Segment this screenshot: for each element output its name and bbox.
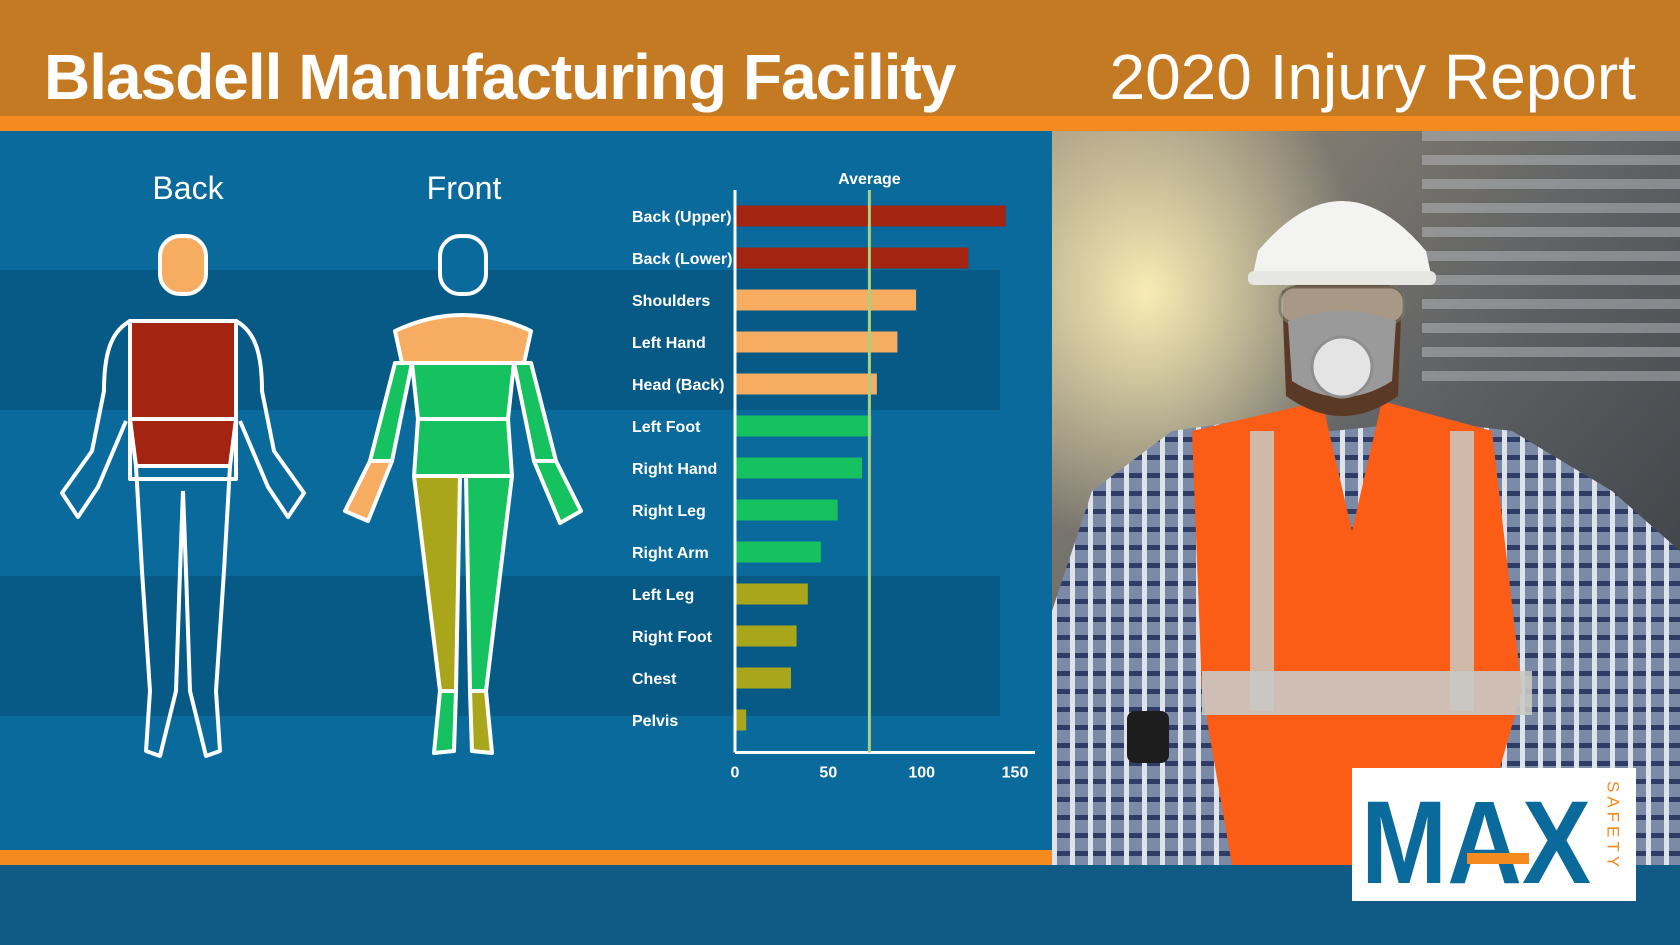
front-left-arm xyxy=(512,361,558,463)
back-left-arm xyxy=(60,319,132,519)
worker-photo xyxy=(1052,131,1680,865)
front-left-leg xyxy=(464,474,514,693)
vest-reflective-strap xyxy=(1250,431,1274,711)
logo-graphic: MAX SAFETY xyxy=(1361,777,1623,909)
category-label: Right Leg xyxy=(632,503,706,520)
category-label: Back (Lower) xyxy=(632,251,732,268)
front-abdomen xyxy=(412,417,514,478)
bar-right-foot xyxy=(735,625,797,647)
bar-left-leg xyxy=(735,583,808,605)
category-label: Left Hand xyxy=(632,335,706,352)
category-label: Left Leg xyxy=(632,587,694,604)
footer-accent-line xyxy=(0,850,1120,865)
x-tick-label: 150 xyxy=(1002,765,1029,782)
category-label: Right Arm xyxy=(632,545,709,562)
bar-head-back xyxy=(735,373,877,395)
bar-right-arm xyxy=(735,541,821,563)
back-lower-region xyxy=(128,417,238,468)
front-body-figure xyxy=(343,234,583,755)
front-right-leg xyxy=(412,474,462,693)
max-safety-logo: MAX SAFETY xyxy=(1352,768,1636,909)
vest-reflective-strap xyxy=(1450,431,1474,711)
bar-left-hand xyxy=(735,331,898,353)
bar-shoulders xyxy=(735,289,917,311)
back-label: Back xyxy=(152,170,224,206)
report-title: 2020 Injury Report xyxy=(1109,41,1636,113)
average-label: Average xyxy=(838,171,901,188)
chart-panel: Back Front xyxy=(0,131,1052,850)
category-label: Head (Back) xyxy=(632,377,724,394)
front-right-hand xyxy=(343,459,394,523)
hard-hat-brim xyxy=(1248,271,1436,285)
background-band xyxy=(0,576,1000,716)
category-label: Shoulders xyxy=(632,293,710,310)
wristwatch xyxy=(1127,711,1169,763)
injury-bar-chart: Back (Upper) Back (Lower) Shoulders Left Ha… xyxy=(632,171,1035,782)
category-label: Chest xyxy=(632,671,677,688)
bar-pelvis xyxy=(735,709,747,731)
category-label: Back (Upper) xyxy=(632,209,732,226)
body-diagram: Back Front xyxy=(60,170,583,758)
front-right-arm xyxy=(368,361,414,463)
front-right-foot xyxy=(432,689,458,755)
hard-hat xyxy=(1252,201,1432,279)
bar-right-leg xyxy=(735,499,838,521)
safety-vest xyxy=(1192,401,1522,865)
bar-chest xyxy=(735,667,791,689)
header-bar: Blasdell Manufacturing Facility 2020 Inj… xyxy=(0,0,1680,116)
front-shoulders xyxy=(393,313,533,365)
x-tick-label: 100 xyxy=(908,765,935,782)
worker-illustration xyxy=(1052,131,1680,865)
category-label: Left Foot xyxy=(632,419,701,436)
category-label: Right Foot xyxy=(632,629,713,646)
header-accent-line xyxy=(0,116,1680,131)
logo-sub: SAFETY xyxy=(1604,781,1623,871)
bar-back-lower xyxy=(735,247,969,269)
back-right-leg xyxy=(181,465,232,758)
back-upper-region xyxy=(128,319,238,421)
x-tick-label: 0 xyxy=(731,765,740,782)
front-chest xyxy=(410,361,516,421)
category-label: Pelvis xyxy=(632,713,678,730)
back-left-leg xyxy=(134,465,185,758)
bar-left-foot xyxy=(735,415,872,437)
logo-accent-bar xyxy=(1467,853,1529,864)
respirator-filter xyxy=(1310,335,1374,399)
back-head xyxy=(158,234,208,296)
facility-title: Blasdell Manufacturing Facility xyxy=(44,41,956,113)
front-left-foot xyxy=(468,689,494,755)
category-label: Right Hand xyxy=(632,461,717,478)
front-label: Front xyxy=(427,170,502,206)
logo-brand: MAX xyxy=(1361,777,1591,898)
front-left-hand xyxy=(532,459,583,525)
x-tick-label: 50 xyxy=(819,765,837,782)
back-body-figure xyxy=(60,234,306,758)
front-head xyxy=(438,234,488,296)
back-right-arm xyxy=(234,319,306,519)
bar-right-hand xyxy=(735,457,862,479)
